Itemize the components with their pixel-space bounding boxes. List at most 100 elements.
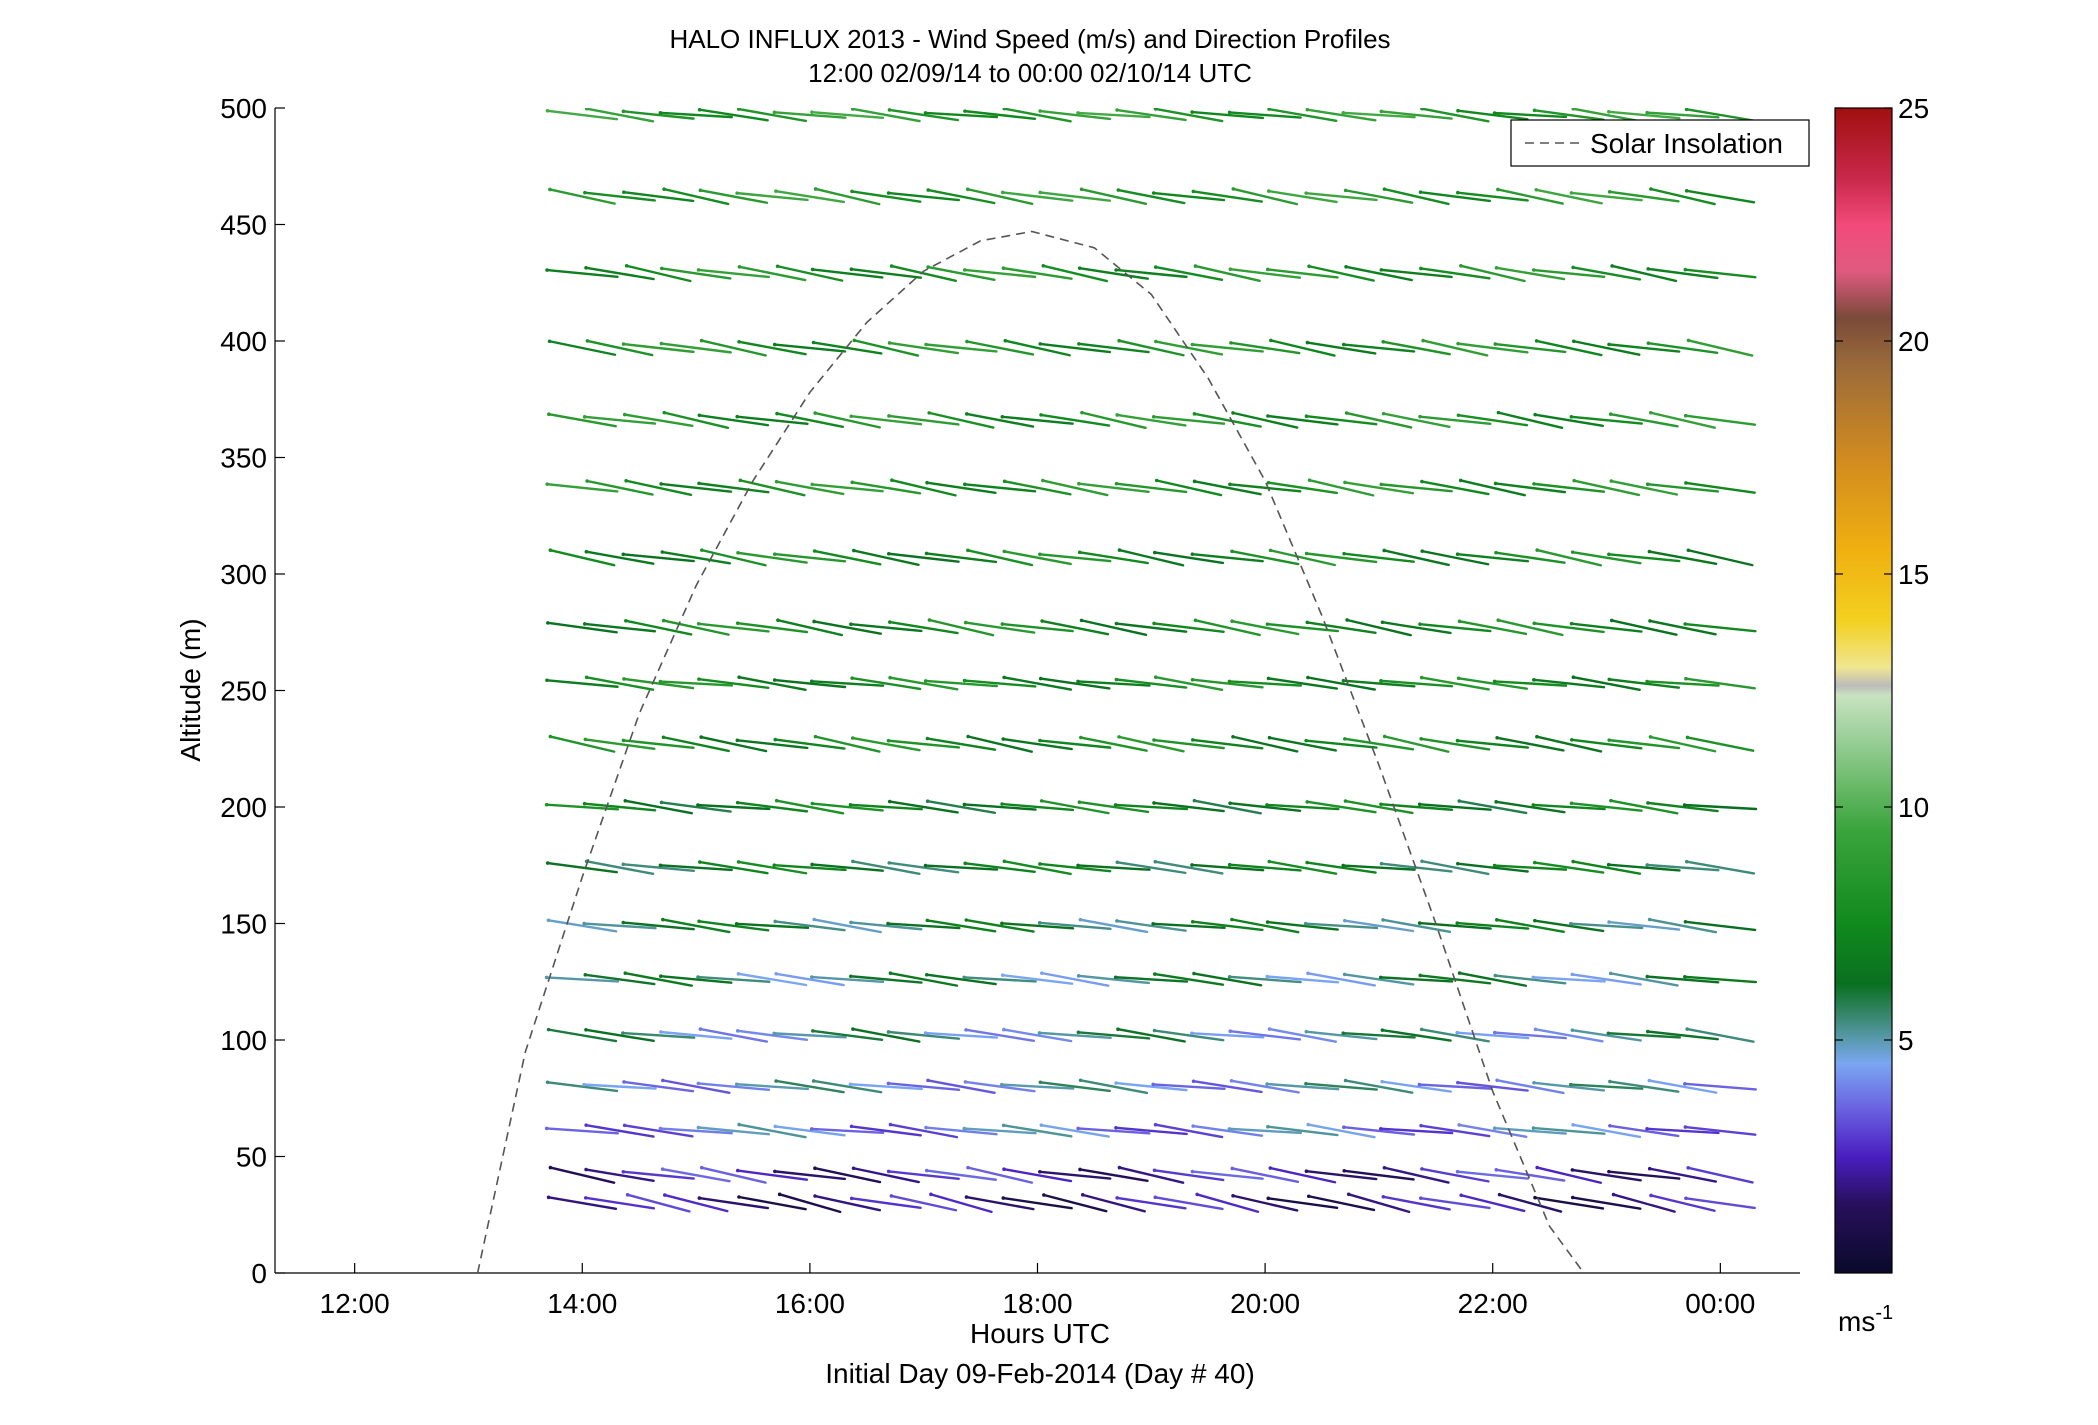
- wind-vector-head: [1231, 1193, 1235, 1198]
- wind-vector: [1192, 1080, 1263, 1094]
- wind-vector: [1686, 736, 1755, 752]
- wind-vector: [1684, 481, 1756, 494]
- wind-vector: [925, 552, 998, 564]
- wind-vector: [1191, 920, 1264, 932]
- wind-vector: [776, 265, 844, 282]
- wind-vector: [1649, 1194, 1716, 1212]
- wind-vector-head: [1341, 1031, 1346, 1036]
- wind-vector-head: [1266, 189, 1271, 193]
- wind-vector: [810, 1127, 885, 1135]
- wind-vector: [1379, 976, 1454, 983]
- wind-vector: [1347, 1193, 1411, 1214]
- wind-vector-head: [1152, 801, 1156, 805]
- wind-vector: [1230, 918, 1300, 934]
- wind-vector: [1038, 739, 1112, 749]
- wind-vector-head: [547, 339, 552, 344]
- wind-vector-head: [811, 1079, 816, 1083]
- wind-vector: [1607, 343, 1681, 353]
- wind-vector-head: [1456, 1080, 1460, 1085]
- wind-vector: [1265, 803, 1340, 811]
- x-tick-label: 18:00: [1002, 1288, 1072, 1319]
- x-axis-ticks: 12:00 14:00 16:00 18:00 20:00 22:00 00:00: [320, 1263, 1755, 1319]
- wind-vector: [924, 343, 998, 353]
- wind-vector-head: [772, 110, 777, 115]
- wind-vector: [963, 862, 1036, 874]
- wind-vector-head: [1039, 413, 1043, 417]
- wind-vector: [890, 264, 957, 282]
- wind-vector: [1607, 863, 1681, 872]
- wind-vector: [660, 342, 732, 354]
- wind-vector-head: [1152, 621, 1156, 626]
- wind-vector-head: [1115, 919, 1119, 923]
- wind-vector-head: [1076, 1030, 1081, 1035]
- wind-vector: [964, 1028, 1036, 1043]
- wind-vector: [626, 1193, 691, 1213]
- wind-vector: [888, 108, 960, 122]
- wind-vector: [1115, 622, 1188, 633]
- wind-vector: [1533, 919, 1605, 933]
- wind-vector-head: [1455, 861, 1460, 866]
- wind-vector: [582, 922, 657, 930]
- wind-vector-head: [1114, 1081, 1118, 1085]
- wind-vector: [1456, 1170, 1530, 1180]
- wind-vector-head: [660, 266, 664, 271]
- wind-vector: [624, 971, 693, 987]
- wind-vector-head: [735, 621, 740, 625]
- wind-vector-head: [1191, 189, 1196, 194]
- wind-vector: [886, 922, 961, 930]
- wind-vector: [584, 738, 656, 750]
- wind-vector-head: [1571, 265, 1575, 270]
- wind-vector-head: [1611, 1192, 1616, 1197]
- wind-vector: [736, 551, 808, 564]
- wind-vector-head: [965, 187, 970, 192]
- wind-vector: [737, 860, 808, 875]
- wind-vector: [1154, 860, 1224, 875]
- wind-vector: [1535, 735, 1603, 753]
- wind-vector-head: [812, 549, 817, 553]
- wind-vector-head: [737, 340, 741, 344]
- wind-vector: [1230, 550, 1300, 566]
- wind-vector-head: [696, 621, 701, 626]
- y-tick-label: 500: [220, 93, 267, 124]
- wind-vector: [1002, 266, 1073, 280]
- wind-vector: [1380, 483, 1453, 493]
- wind-vector-head: [1231, 411, 1235, 415]
- wind-vector-head: [1609, 479, 1614, 483]
- wind-vector: [1649, 735, 1717, 753]
- wind-vector-head: [1304, 1029, 1309, 1034]
- wind-vector-head: [886, 1081, 891, 1086]
- wind-vector-head: [1265, 974, 1270, 979]
- wind-vector: [1152, 801, 1225, 813]
- wind-vector: [1648, 619, 1717, 636]
- wind-vector: [775, 799, 845, 815]
- y-tick-label: 0: [251, 1258, 267, 1289]
- wind-vector: [1456, 342, 1529, 354]
- wind-vector-head: [736, 972, 741, 976]
- wind-vector-head: [734, 922, 739, 926]
- wind-vector-head: [545, 861, 550, 865]
- wind-vector-head: [813, 1166, 817, 1171]
- wind-vector: [1231, 1194, 1299, 1212]
- wind-vector: [887, 1082, 961, 1092]
- wind-vector-head: [1341, 111, 1346, 115]
- wind-vector: [1609, 799, 1679, 815]
- wind-vector-head: [963, 1080, 968, 1084]
- wind-vector: [737, 1123, 807, 1139]
- wind-vector: [1570, 622, 1643, 633]
- wind-vector: [584, 1196, 656, 1210]
- wind-vector: [813, 549, 882, 566]
- wind-vector: [1266, 414, 1339, 426]
- wind-vector: [659, 111, 733, 119]
- wind-vector-head: [622, 190, 626, 194]
- chart-title: HALO INFLUX 2013 - Wind Speed (m/s) and …: [669, 24, 1390, 54]
- wind-vector-head: [1153, 859, 1158, 864]
- wind-vector: [1421, 339, 1489, 357]
- wind-vector-head: [811, 340, 816, 345]
- wind-vector-head: [1037, 1031, 1042, 1035]
- wind-vector: [1038, 921, 1112, 931]
- wind-vector-head: [1492, 679, 1497, 684]
- wind-vector-head: [544, 1126, 549, 1131]
- wind-vector-head: [965, 339, 969, 344]
- wind-vector: [1076, 680, 1151, 687]
- wind-vector-head: [1682, 803, 1687, 807]
